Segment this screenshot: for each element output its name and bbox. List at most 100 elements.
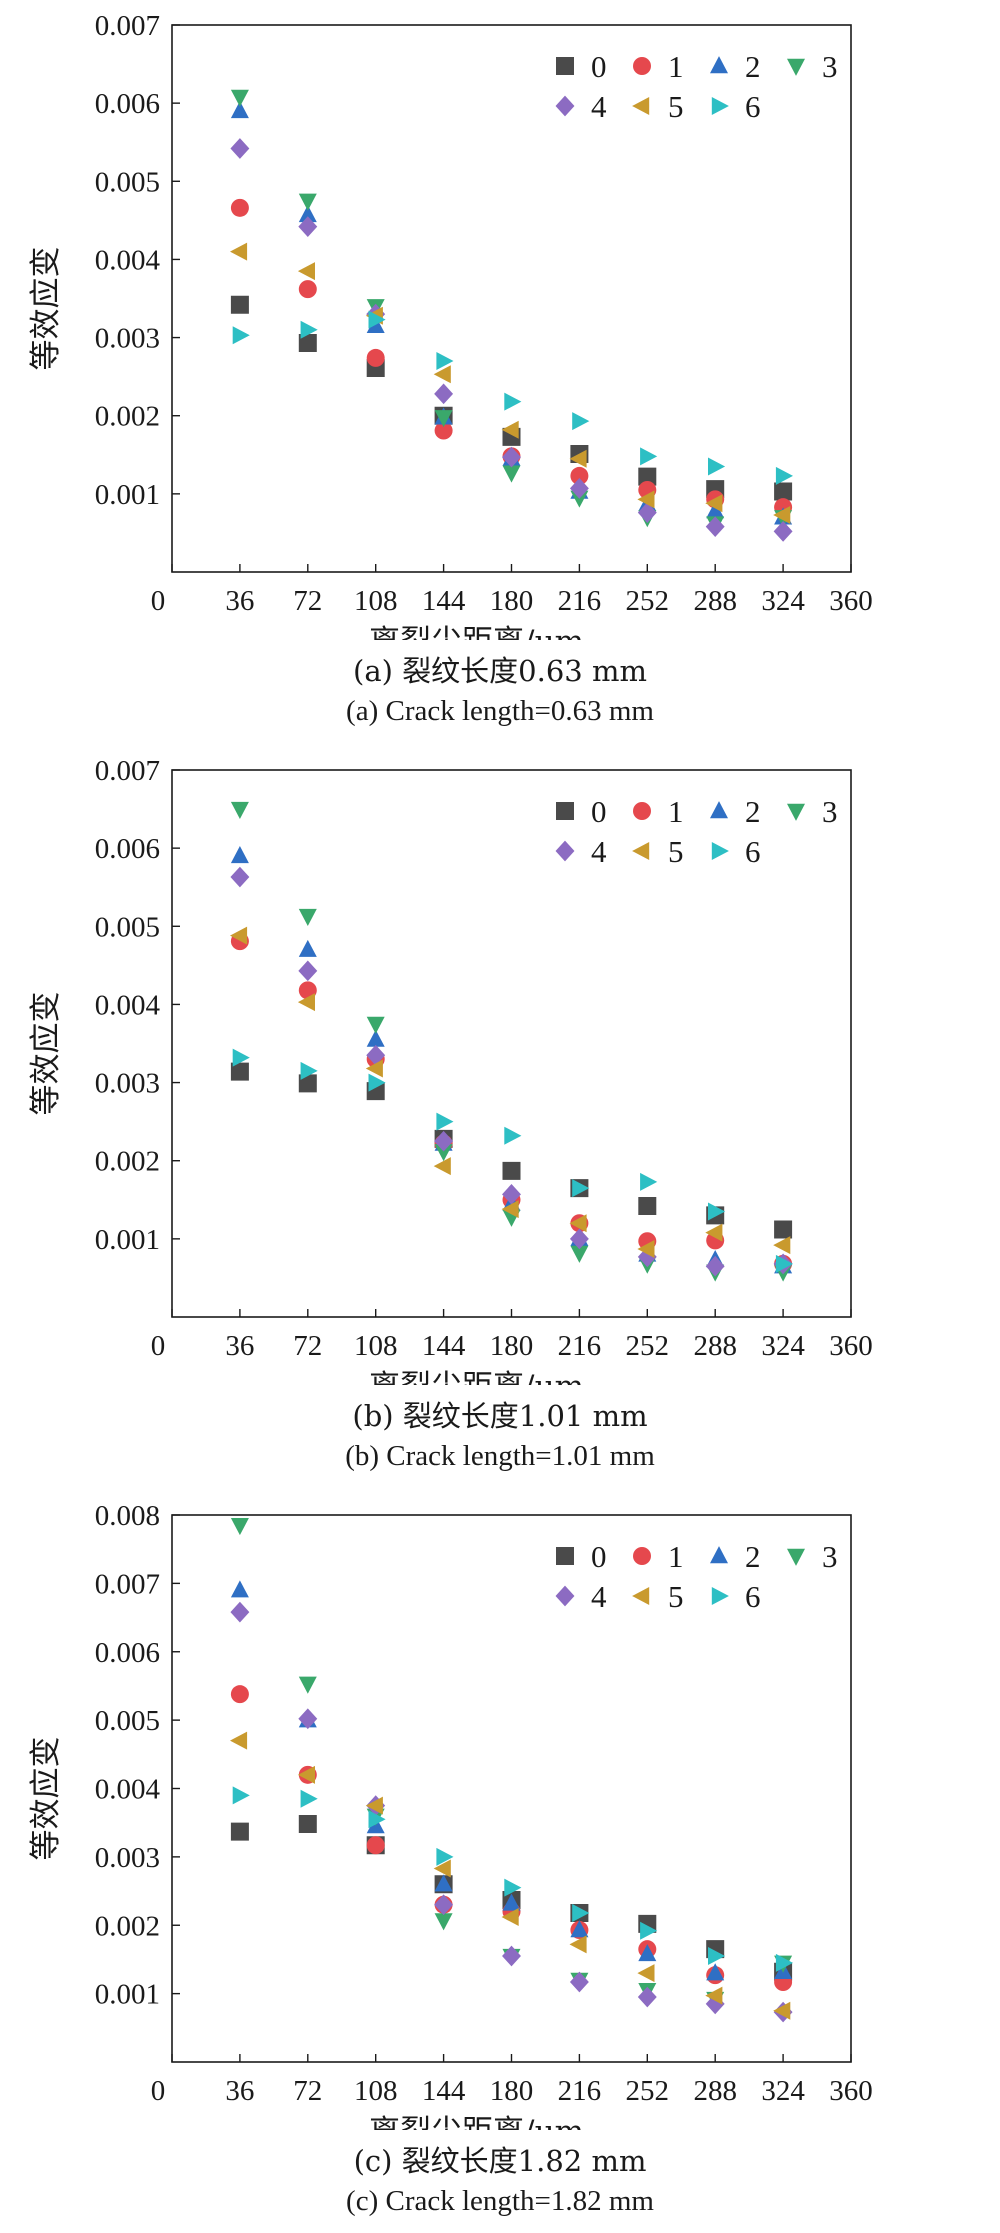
legend-marker-6 — [711, 97, 729, 115]
legend-marker-1 — [633, 57, 651, 75]
point-series-6 — [436, 1847, 454, 1866]
x-tick-label: 144 — [422, 2075, 466, 2107]
point-series-2 — [230, 101, 249, 119]
legend-marker-1 — [633, 1547, 651, 1565]
scatter-chart: 0 36 72 108 144 180 216 252 288 324 3600.0010.0020… — [28, 1500, 873, 2130]
point-series-6 — [572, 412, 590, 431]
x-tick-label: 252 — [626, 1330, 670, 1362]
x-tick-label: 180 — [490, 2075, 534, 2107]
y-tick-label: 0.001 — [95, 1979, 160, 2011]
point-series-2 — [366, 1029, 385, 1047]
caption-english: (a) Crack length=0.63 mm — [346, 695, 654, 727]
point-series-4 — [705, 516, 725, 538]
point-series-3 — [230, 1518, 249, 1536]
point-series-5 — [637, 1964, 655, 1983]
x-tick-label: 36 — [225, 1330, 254, 1362]
point-series-3 — [434, 1144, 453, 1162]
point-series-3 — [298, 193, 317, 211]
point-series-6 — [232, 326, 250, 345]
point-series-6 — [572, 1903, 590, 1922]
point-series-6 — [640, 447, 658, 466]
point-series-5 — [501, 1908, 519, 1927]
point-series-0 — [230, 295, 249, 314]
point-series-6 — [708, 457, 726, 476]
y-tick-label: 0.004 — [95, 244, 161, 276]
legend-marker-0 — [556, 1547, 574, 1565]
point-series-6 — [504, 392, 522, 411]
x-tick-label: 180 — [490, 1330, 534, 1362]
point-series-0 — [638, 1197, 657, 1216]
x-axis-label: 离裂尖距离/μm — [369, 624, 584, 640]
x-tick-label: 36 — [225, 585, 254, 617]
point-series-6 — [232, 1786, 250, 1805]
point-series-4 — [569, 1971, 589, 1993]
x-tick-label: 72 — [293, 585, 322, 617]
legend-marker-6 — [711, 842, 729, 860]
legend-marker-4 — [555, 95, 575, 117]
legend-label-2: 2 — [745, 794, 761, 829]
x-tick-label: 180 — [490, 585, 534, 617]
legend-marker-5 — [632, 842, 650, 860]
legend-marker-2 — [710, 1546, 728, 1564]
point-series-6 — [232, 1048, 250, 1067]
y-tick-label: 0.001 — [95, 1224, 160, 1256]
x-tick-label: 288 — [693, 585, 737, 617]
legend-label-2: 2 — [745, 1539, 761, 1574]
x-tick-label: 324 — [761, 2075, 805, 2107]
y-tick-label: 0.007 — [95, 755, 160, 787]
legend-label-0: 0 — [591, 1539, 607, 1574]
legend-label-5: 5 — [668, 834, 684, 869]
legend-label-0: 0 — [591, 49, 607, 84]
point-series-0 — [774, 482, 793, 501]
point-series-3 — [570, 1245, 589, 1263]
chart-panel-3: 0 36 72 108 144 180 216 252 288 324 360 0.001 0.002 0… — [0, 1490, 1000, 2217]
point-series-4 — [230, 138, 250, 159]
point-series-2 — [570, 1920, 589, 1938]
x-tick-label: 144 — [422, 1330, 466, 1362]
point-series-1 — [366, 1836, 385, 1855]
legend-marker-2 — [710, 56, 728, 74]
point-series-3 — [434, 1913, 453, 1931]
x-tick-label: 360 — [829, 1330, 873, 1362]
point-series-5 — [569, 1214, 587, 1233]
point-series-6 — [775, 1953, 793, 1972]
point-series-5 — [637, 490, 655, 509]
point-series-1 — [434, 421, 453, 440]
point-series-4 — [298, 1708, 318, 1730]
x-tick-label: 36 — [225, 2075, 254, 2107]
point-series-2 — [706, 501, 725, 519]
legend-label-4: 4 — [591, 89, 607, 124]
point-series-0 — [298, 1815, 317, 1834]
caption-chinese: (c) 裂纹长度1.82 mm — [353, 2144, 647, 2178]
point-series-4 — [230, 1601, 250, 1623]
y-axis-label: 等效应变 — [28, 1737, 64, 1861]
legend-label-0: 0 — [591, 794, 607, 829]
point-series-4 — [502, 1945, 521, 1967]
x-axis-label: 离裂尖距离/μm — [369, 2114, 584, 2130]
point-series-5 — [773, 1236, 791, 1255]
legend-label-6: 6 — [745, 89, 761, 124]
legend-marker-1 — [633, 802, 651, 820]
point-series-2 — [706, 1963, 725, 1981]
point-series-2 — [298, 939, 317, 957]
point-series-6 — [775, 1254, 793, 1273]
point-series-3 — [298, 1676, 317, 1694]
point-series-3 — [298, 908, 317, 927]
point-series-5 — [705, 1986, 723, 2005]
x-tick-label: 216 — [558, 585, 602, 617]
legend-marker-3 — [787, 58, 805, 76]
point-series-1 — [230, 1685, 249, 1704]
point-series-5 — [433, 1859, 451, 1878]
x-tick-label: 72 — [293, 1330, 322, 1362]
point-series-5 — [501, 420, 519, 439]
point-series-6 — [300, 320, 318, 339]
point-series-4 — [502, 446, 521, 468]
point-series-5 — [705, 1223, 723, 1242]
point-series-4 — [434, 1894, 454, 1916]
point-series-0 — [638, 467, 657, 486]
point-series-4 — [434, 1130, 454, 1152]
y-tick-label: 0.003 — [95, 323, 160, 355]
legend-label-2: 2 — [745, 49, 761, 84]
point-series-3 — [230, 89, 249, 107]
legend-label-6: 6 — [745, 834, 761, 869]
